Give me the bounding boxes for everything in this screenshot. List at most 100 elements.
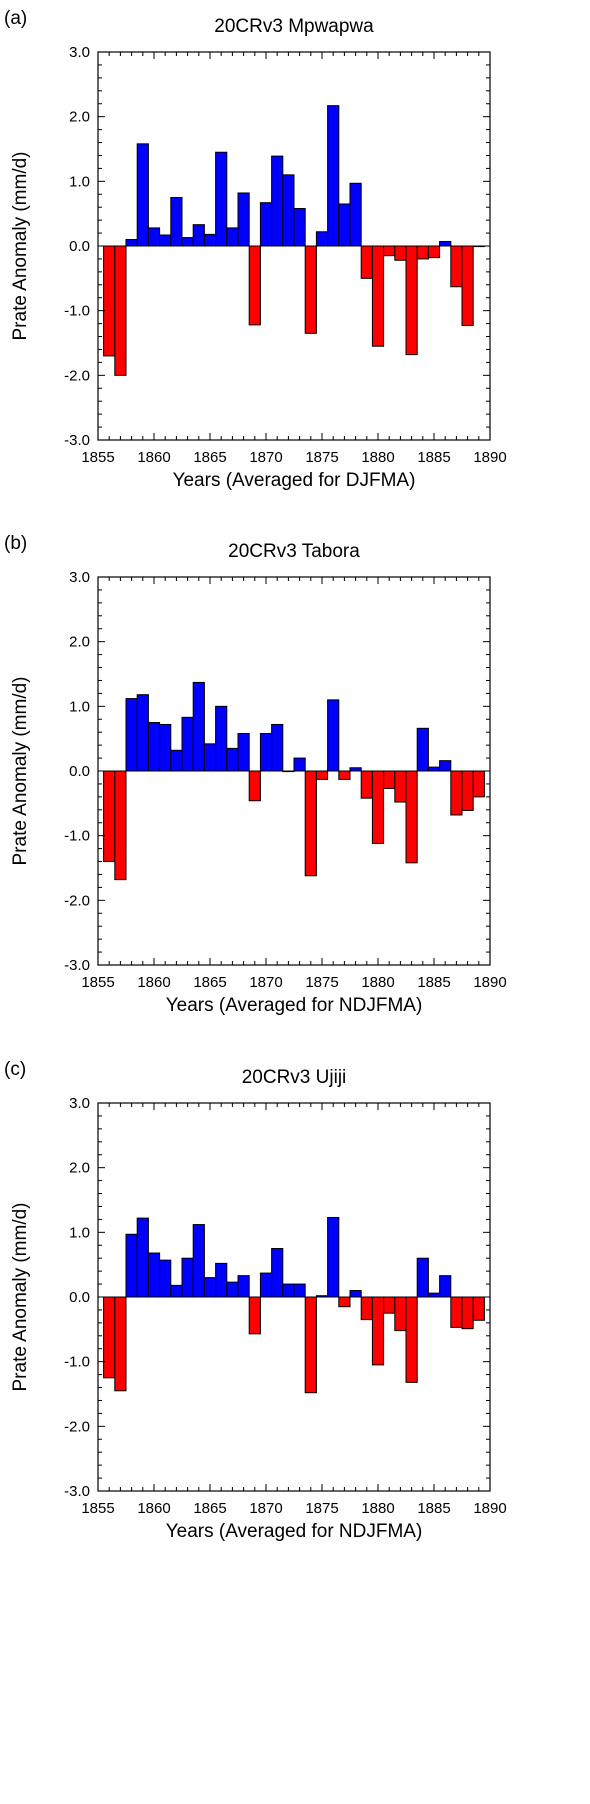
bar-1876 xyxy=(327,1216,340,1298)
bar-1884 xyxy=(416,245,429,260)
x-tick-label: 1855 xyxy=(81,449,114,466)
x-tick-label: 1890 xyxy=(473,974,506,991)
bar-1888 xyxy=(461,245,474,327)
bar-1884 xyxy=(416,1257,429,1298)
bar-1882 xyxy=(394,1296,407,1332)
bar-1871 xyxy=(271,723,284,772)
y-tick-label: 1.0 xyxy=(69,698,90,715)
bar-1871 xyxy=(271,155,284,247)
bar-1878 xyxy=(349,767,362,772)
y-tick-label: -3.0 xyxy=(64,432,90,449)
bar-1874 xyxy=(304,245,317,334)
bar-1869 xyxy=(248,245,261,326)
bar-1880 xyxy=(371,245,385,347)
x-tick-label: 1880 xyxy=(361,974,394,991)
y-tick-label: -1.0 xyxy=(64,828,90,845)
x-tick-label: 1860 xyxy=(137,449,170,466)
bar-1887 xyxy=(450,245,463,288)
bar-1881 xyxy=(383,1296,396,1314)
y-tick-label: -2.0 xyxy=(64,367,90,384)
x-tick-label: 1885 xyxy=(417,449,450,466)
chart-title: 20CRv3 Ujiji xyxy=(242,1067,347,1088)
y-tick-label: -1.0 xyxy=(64,1354,90,1371)
bar-1875 xyxy=(315,1295,329,1298)
y-tick-label: 1.0 xyxy=(69,173,90,190)
bar-1885 xyxy=(427,766,441,772)
bar-1864 xyxy=(192,1224,205,1298)
bar-1860 xyxy=(147,722,161,772)
bar-1882 xyxy=(394,245,407,261)
bar-1862 xyxy=(170,197,183,247)
bar-1861 xyxy=(159,1259,172,1298)
bar-1878 xyxy=(349,182,362,247)
bar-1863 xyxy=(181,1257,194,1298)
bar-1867 xyxy=(226,1281,239,1298)
bar-1882 xyxy=(394,770,407,803)
x-tick-label: 1870 xyxy=(249,449,282,466)
x-tick-label: 1890 xyxy=(473,1500,506,1517)
bar-1858 xyxy=(125,1233,138,1298)
bar-1874 xyxy=(304,770,317,877)
bar-1859 xyxy=(136,694,149,772)
bar-1883 xyxy=(405,770,418,864)
bar-1876 xyxy=(327,699,340,772)
bar-1886 xyxy=(439,1275,452,1298)
y-tick-label: -3.0 xyxy=(64,957,90,974)
bar-1883 xyxy=(405,245,418,356)
bar-1877 xyxy=(338,1296,351,1308)
x-tick-label: 1855 xyxy=(81,974,114,991)
bar-1862 xyxy=(170,1284,183,1298)
x-tick-label: 1865 xyxy=(193,974,226,991)
bar-1866 xyxy=(215,1262,228,1298)
y-axis-label: Prate Anomaly (mm/d) xyxy=(10,1203,31,1392)
bar-1865 xyxy=(203,1277,217,1298)
bar-1878 xyxy=(349,1290,362,1298)
y-tick-label: -3.0 xyxy=(64,1483,90,1500)
bar-1863 xyxy=(181,716,194,772)
bar-1872 xyxy=(282,1283,295,1298)
x-tick-label: 1855 xyxy=(81,1500,114,1517)
bar-1866 xyxy=(215,151,228,247)
bar-1885 xyxy=(427,1292,441,1298)
bar-1861 xyxy=(159,723,172,772)
bar-1875 xyxy=(315,231,329,247)
y-tick-label: 2.0 xyxy=(69,109,90,126)
bar-1876 xyxy=(327,105,340,247)
bar-1862 xyxy=(170,749,183,772)
x-axis-label: Years (Averaged for NDJFMA) xyxy=(166,1521,423,1542)
bar-1856 xyxy=(103,245,116,357)
x-tick-label: 1870 xyxy=(249,1500,282,1517)
bar-1858 xyxy=(125,239,138,247)
bar-1864 xyxy=(192,224,205,247)
x-axis-label: Years (Averaged for NDJFMA) xyxy=(166,995,423,1016)
x-tick-label: 1870 xyxy=(249,974,282,991)
y-axis-label: Prate Anomaly (mm/d) xyxy=(10,677,31,866)
y-tick-label: 0.0 xyxy=(69,763,90,780)
bar-1874 xyxy=(304,1296,317,1394)
bar-1879 xyxy=(360,245,373,279)
y-axis-label: Prate Anomaly (mm/d) xyxy=(10,152,31,341)
bar-1889 xyxy=(472,770,485,798)
bar-1863 xyxy=(181,237,194,247)
bar-1880 xyxy=(371,770,385,844)
bar-1866 xyxy=(215,705,228,772)
bar-1860 xyxy=(147,227,161,247)
bar-1871 xyxy=(271,1248,284,1298)
bar-1864 xyxy=(192,681,205,772)
bar-1875 xyxy=(315,770,329,780)
bar-1886 xyxy=(439,240,452,247)
bar-1889 xyxy=(472,245,485,248)
bar-1865 xyxy=(203,743,217,772)
x-tick-label: 1865 xyxy=(193,1500,226,1517)
bar-1856 xyxy=(103,770,116,863)
bar-1888 xyxy=(461,770,474,811)
bar-1880 xyxy=(371,1296,385,1366)
x-tick-label: 1880 xyxy=(361,1500,394,1517)
bar-1857 xyxy=(114,1296,127,1392)
x-axis-label: Years (Averaged for DJFMA) xyxy=(173,470,416,491)
y-tick-label: 0.0 xyxy=(69,238,90,255)
x-tick-label: 1875 xyxy=(305,1500,338,1517)
bar-1870 xyxy=(259,202,273,247)
